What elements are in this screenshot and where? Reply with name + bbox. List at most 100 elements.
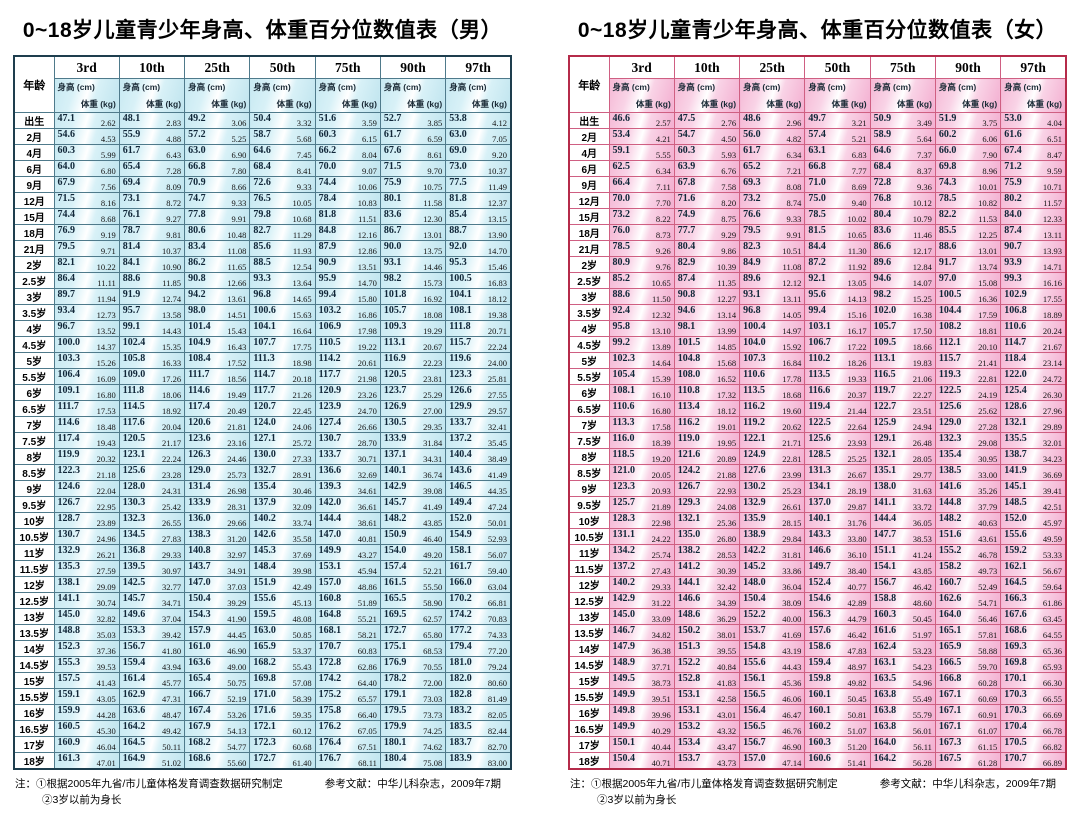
height-value: 125.7 <box>612 496 636 508</box>
height-value: 167.3 <box>938 736 962 748</box>
weight-value: 29.66 <box>227 518 247 529</box>
data-cell: 109.1 16.80 <box>53 384 120 401</box>
height-value: 99.1 <box>122 320 141 332</box>
height-value: 86.7 <box>383 224 402 236</box>
data-cell: 165.1 57.81 <box>934 624 1002 641</box>
weight-unit-label: 体重 (kg) <box>766 99 802 109</box>
data-cell: 100.0 14.37 <box>53 336 120 353</box>
weight-value: 40.29 <box>651 726 671 737</box>
weight-value: 8.72 <box>166 198 182 209</box>
height-value: 179.4 <box>449 640 472 652</box>
data-cell: 148.9 37.71 <box>608 656 675 673</box>
height-value: 93.1 <box>383 256 402 268</box>
table-row: 15岁 149.5 38.73 152.8 41.83 156.1 45.36 159.8 49… <box>568 672 1067 689</box>
height-value: 87.2 <box>808 256 826 268</box>
data-cell: 85.6 11.93 <box>249 240 316 257</box>
data-cell: 119.9 20.32 <box>53 448 120 465</box>
weight-value: 23.89 <box>96 518 116 529</box>
height-value: 163.1 <box>873 656 897 668</box>
weight-value: 7.90 <box>982 150 998 161</box>
measure-header-cell: 身高 (cm) 体重 (kg) <box>249 78 316 113</box>
weight-value: 11.53 <box>978 214 998 225</box>
weight-value: 22.98 <box>651 518 671 529</box>
height-value: 145.2 <box>743 560 766 572</box>
height-value: 58.7 <box>253 128 271 140</box>
height-value: 54.7 <box>677 128 696 140</box>
weight-value: 50.45 <box>847 694 867 705</box>
data-cell: 170.4 66.78 <box>1000 720 1067 737</box>
height-value: 58.9 <box>873 128 892 140</box>
footnote-source: ①根据2005年九省/市儿童体格发育调查数据研究制定 <box>36 778 283 790</box>
data-cell: 140.8 32.97 <box>184 544 251 561</box>
weight-value: 35.58 <box>292 534 312 545</box>
table-row: 18月 76.9 9.19 78.7 9.81 80.6 10.48 82.7 11.29 84.… <box>13 224 512 241</box>
data-cell: 150.9 46.40 <box>379 528 447 545</box>
data-cell: 132.3 26.55 <box>118 512 186 529</box>
weight-value: 34.31 <box>423 454 443 465</box>
data-cell: 60.2 6.06 <box>934 128 1002 145</box>
data-cell: 163.6 48.47 <box>118 704 186 721</box>
weight-value: 48.60 <box>912 598 932 609</box>
weight-value: 83.00 <box>487 758 507 769</box>
height-value: 80.4 <box>873 208 892 220</box>
data-cell: 168.2 54.77 <box>184 736 251 753</box>
weight-value: 13.61 <box>227 294 247 305</box>
height-value: 156.7 <box>743 736 766 748</box>
percentile-header: 10th <box>118 55 186 79</box>
weight-value: 32.09 <box>292 502 312 513</box>
height-value: 97.0 <box>938 272 957 284</box>
age-cell: 12月 <box>13 192 55 209</box>
weight-value: 47.24 <box>487 502 507 513</box>
height-value: 134.1 <box>808 480 831 492</box>
data-cell: 156.4 46.47 <box>739 704 806 721</box>
weight-value: 36.38 <box>651 646 671 657</box>
data-cell: 128.6 27.96 <box>1000 400 1067 417</box>
weight-value: 16.38 <box>912 310 932 321</box>
weight-value: 12.37 <box>487 198 507 209</box>
height-value: 95.7 <box>122 304 141 316</box>
data-cell: 78.7 9.81 <box>118 224 186 241</box>
height-value: 96.8 <box>253 288 271 300</box>
data-cell: 134.2 25.74 <box>608 544 675 561</box>
data-cell: 76.0 8.73 <box>608 224 675 241</box>
height-value: 116.5 <box>873 368 896 380</box>
height-value: 100.6 <box>253 304 276 316</box>
data-cell: 67.9 7.56 <box>53 176 120 193</box>
weight-value: 12.86 <box>357 246 377 257</box>
height-value: 122.5 <box>938 384 962 396</box>
data-cell: 167.9 54.13 <box>184 720 251 737</box>
weight-value: 15.92 <box>782 342 802 353</box>
height-value: 76.5 <box>253 192 271 204</box>
height-value: 164.9 <box>122 752 146 764</box>
weight-value: 65.57 <box>357 694 377 705</box>
weight-value: 11.08 <box>782 262 802 273</box>
weight-value: 39.41 <box>1042 486 1062 497</box>
weight-value: 20.32 <box>96 454 116 465</box>
height-value: 64.6 <box>253 144 271 156</box>
weight-value: 51.07 <box>847 726 867 737</box>
age-cell: 出生 <box>13 112 55 129</box>
weight-value: 19.95 <box>716 438 737 449</box>
weight-value: 29.33 <box>651 582 671 593</box>
weight-value: 10.02 <box>847 214 867 225</box>
age-column-header: 年龄 <box>568 55 610 113</box>
table-row: 6月 64.0 6.80 65.4 7.28 66.8 7.80 68.4 8.41 70.0 9.… <box>13 160 512 177</box>
weight-value: 9.07 <box>362 166 377 177</box>
weight-value: 68.53 <box>423 646 443 657</box>
weight-value: 59.35 <box>292 710 312 721</box>
weight-value: 33.72 <box>912 502 932 513</box>
weight-value: 65.93 <box>1042 662 1062 673</box>
height-value: 98.0 <box>188 304 206 316</box>
data-cell: 78.5 10.82 <box>934 192 1002 209</box>
height-value: 132.7 <box>253 464 276 476</box>
data-cell: 137.2 27.43 <box>608 560 675 577</box>
weight-value: 20.71 <box>487 326 507 337</box>
height-value: 101.5 <box>677 336 701 348</box>
footnote-source: ①根据2005年九省/市儿童体格发育调查数据研究制定 <box>591 778 838 790</box>
weight-value: 16.33 <box>161 358 182 369</box>
height-value: 133.9 <box>188 496 211 508</box>
height-value: 77.8 <box>188 208 206 220</box>
age-cell: 18岁 <box>13 752 55 770</box>
weight-value: 25.72 <box>292 438 312 449</box>
data-cell: 101.4 15.43 <box>184 320 251 337</box>
